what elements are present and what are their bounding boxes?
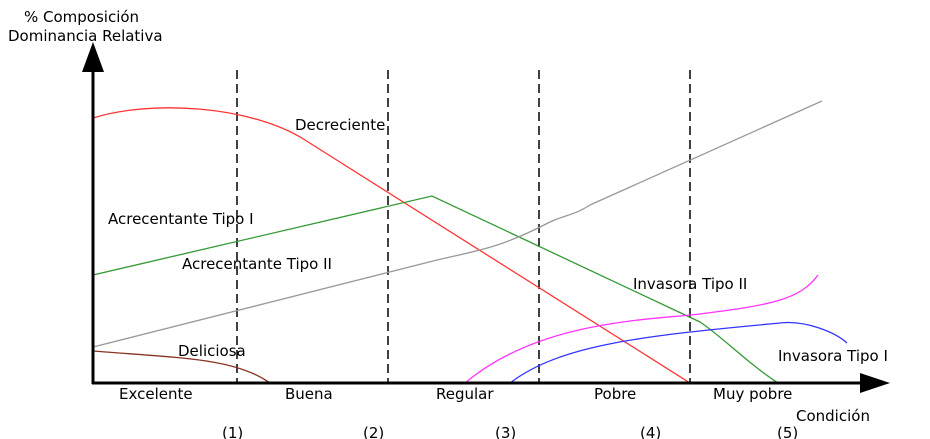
label-invasora-tipo-1: Invasora Tipo I: [778, 347, 888, 365]
category-label-regular: Regular: [436, 385, 494, 403]
category-separators: [236, 70, 691, 383]
invasora-tipo-2-curve: [464, 274, 819, 384]
x-axis-arrow-icon: [860, 373, 890, 393]
label-decreciente: Decreciente: [295, 116, 385, 134]
x-axis-title: Condición: [796, 407, 870, 425]
category-number-4: (4): [640, 424, 661, 439]
y-axis-title-line2: Dominancia Relativa: [8, 27, 163, 45]
deliciosa-curve: [92, 350, 271, 384]
decreciente-curve: [92, 107, 691, 384]
y-axis-arrow-icon: [82, 42, 104, 72]
category-number-1: (1): [222, 424, 243, 439]
category-number-5: (5): [777, 424, 798, 439]
label-invasora-tipo-2: Invasora Tipo II: [633, 275, 747, 293]
category-label-excelente: Excelente: [119, 385, 193, 403]
acrecentante-tipo-1-curve: [92, 195, 779, 384]
category-label-pobre: Pobre: [594, 385, 636, 403]
curves: [92, 100, 848, 384]
label-deliciosa: Deliciosa: [178, 342, 246, 360]
category-label-buena: Buena: [285, 385, 333, 403]
category-label-muy-pobre: Muy pobre: [713, 385, 792, 403]
category-number-3: (3): [495, 424, 516, 439]
acrecentante-tipo-2-curve: [92, 100, 823, 348]
y-axis-title-line1: % Composición: [24, 8, 139, 26]
label-acrecentante-tipo-1: Acrecentante Tipo I: [108, 210, 254, 228]
axes: [82, 42, 890, 393]
label-acrecentante-tipo-2: Acrecentante Tipo II: [182, 255, 332, 273]
category-number-2: (2): [363, 424, 384, 439]
invasora-tipo-1-curve: [509, 321, 848, 384]
